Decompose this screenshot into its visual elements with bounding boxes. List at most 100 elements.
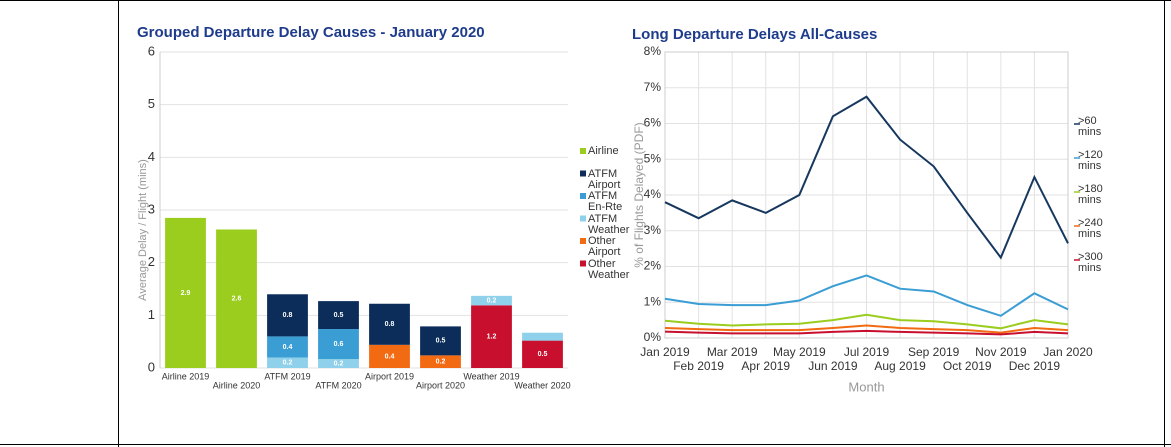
y-tick-label: 5 bbox=[148, 96, 155, 111]
data-label: 0.5 bbox=[436, 338, 446, 345]
data-label: 0.4 bbox=[385, 353, 395, 360]
legend-label: >120 mins bbox=[1078, 150, 1103, 172]
legend-swatch bbox=[580, 170, 586, 177]
legend-label: ATFM Weather bbox=[588, 213, 630, 236]
bar-segment bbox=[471, 295, 512, 306]
x-tick-label: Feb 2019 bbox=[673, 359, 724, 373]
legend-swatch bbox=[580, 238, 586, 244]
data-label: 0.2 bbox=[334, 360, 344, 367]
x-tick-label: Jan 2020 bbox=[1043, 345, 1093, 359]
bar-segment bbox=[369, 303, 410, 345]
data-label: 2.9 bbox=[181, 290, 191, 297]
legend-label: >180 mins bbox=[1078, 184, 1103, 206]
data-label: 0.2 bbox=[283, 360, 293, 367]
bar-segment bbox=[420, 355, 461, 368]
data-label: 0.4 bbox=[283, 344, 293, 351]
legend-box: >240 mins bbox=[1078, 218, 1103, 240]
bar-segment bbox=[267, 357, 308, 368]
x-tick-label: Airport 2020 bbox=[416, 380, 465, 390]
x-tick-label: Jan 2019 bbox=[640, 345, 690, 359]
y-tick-label: 6% bbox=[644, 116, 662, 130]
legend-box: Other Weather bbox=[588, 259, 629, 281]
data-label: 0.2 bbox=[487, 297, 497, 304]
legend-label: Airline bbox=[588, 146, 619, 157]
x-tick-label: Jul 2019 bbox=[844, 345, 890, 359]
plot-frame bbox=[664, 51, 1069, 339]
bar-segment bbox=[522, 332, 563, 341]
y-tick-label: 0% bbox=[644, 330, 662, 344]
legend-label: ATFM Airport bbox=[588, 168, 621, 191]
y-axis-label: Average Delay / Flight (mins) bbox=[137, 159, 149, 301]
x-tick-label: ATFM 2019 bbox=[264, 371, 310, 381]
bar-segment bbox=[369, 344, 410, 368]
bar-segment bbox=[420, 326, 461, 356]
line-series bbox=[664, 274, 1069, 317]
y-tick-label: 4% bbox=[644, 187, 662, 201]
y-tick-label: 8% bbox=[644, 44, 662, 58]
y-tick-label: 7% bbox=[644, 80, 662, 94]
legend-box: Other Airport bbox=[588, 236, 621, 258]
legend-box: ATFM Airport bbox=[588, 168, 621, 191]
legend-box: >120 mins bbox=[1078, 150, 1103, 172]
data-label: 0.8 bbox=[385, 321, 395, 328]
y-tick-label: 5% bbox=[644, 151, 662, 165]
y-tick-label: 1 bbox=[148, 307, 155, 322]
legend-label: >60 mins bbox=[1078, 116, 1102, 138]
legend-box: ATFM Weather bbox=[588, 213, 630, 236]
line-series bbox=[664, 313, 1069, 330]
line-series bbox=[664, 95, 1069, 260]
x-tick-label: Dec 2019 bbox=[1009, 359, 1061, 373]
legend-label: >300 mins bbox=[1078, 252, 1103, 274]
x-tick-label: ATFM 2020 bbox=[315, 380, 361, 390]
x-tick-label: Weather 2019 bbox=[463, 371, 519, 381]
legend-swatch bbox=[580, 193, 586, 199]
legend-box: Airline bbox=[588, 146, 619, 157]
x-tick-label: Airline 2019 bbox=[162, 371, 210, 381]
bar-segment bbox=[522, 340, 563, 368]
data-label: 1.2 bbox=[487, 334, 497, 341]
data-label: 0.5 bbox=[538, 351, 548, 358]
y-tick-label: 2 bbox=[148, 254, 155, 269]
bar-segment bbox=[318, 301, 359, 330]
legend-label: >240 mins bbox=[1078, 218, 1103, 240]
x-axis-label: Month bbox=[848, 379, 884, 394]
x-tick-label: Nov 2019 bbox=[975, 345, 1027, 359]
x-tick-label: Weather 2020 bbox=[514, 380, 570, 390]
y-tick-label: 3 bbox=[148, 201, 155, 216]
bar-segment bbox=[471, 305, 512, 368]
y-tick-label: 3% bbox=[644, 223, 662, 237]
x-tick-label: Sep 2019 bbox=[908, 345, 960, 359]
chart-title: Long Departure Delays All-Causes bbox=[632, 26, 877, 43]
bar-segment bbox=[267, 336, 308, 358]
line-series bbox=[664, 329, 1069, 336]
y-axis-label: % of Flights Delayed (PDF) bbox=[632, 122, 646, 267]
data-label: 0.6 bbox=[334, 341, 344, 348]
y-tick-label: 2% bbox=[644, 259, 662, 273]
x-tick-label: Aug 2019 bbox=[874, 359, 926, 373]
x-tick-label: Oct 2019 bbox=[943, 359, 992, 373]
data-label: 0.8 bbox=[283, 312, 293, 319]
y-tick-label: 0 bbox=[148, 359, 155, 374]
bar-segment bbox=[318, 329, 359, 360]
legend-label: ATFM En-Rte bbox=[588, 191, 623, 213]
legend-swatch bbox=[580, 148, 586, 154]
legend-box: ATFM En-Rte bbox=[588, 191, 623, 213]
bar-segment bbox=[318, 359, 359, 368]
y-tick-label: 4 bbox=[148, 149, 155, 164]
legend-swatch bbox=[580, 260, 586, 267]
x-tick-label: Jun 2019 bbox=[808, 359, 858, 373]
y-tick-label: 6 bbox=[148, 43, 155, 58]
y-tick-label: 1% bbox=[644, 294, 662, 308]
x-tick-label: Mar 2019 bbox=[707, 345, 758, 359]
legend-swatch bbox=[580, 215, 586, 222]
data-label: 0.5 bbox=[334, 312, 344, 319]
bar-segment bbox=[267, 294, 308, 337]
bar-segment bbox=[216, 229, 257, 368]
line-series bbox=[664, 324, 1069, 334]
x-tick-label: Airline 2020 bbox=[213, 380, 261, 390]
legend-box: >180 mins bbox=[1078, 184, 1103, 206]
bar-segment bbox=[165, 217, 206, 368]
legend-box: >60 mins bbox=[1078, 116, 1102, 138]
legend-label: Other Airport bbox=[588, 236, 621, 258]
